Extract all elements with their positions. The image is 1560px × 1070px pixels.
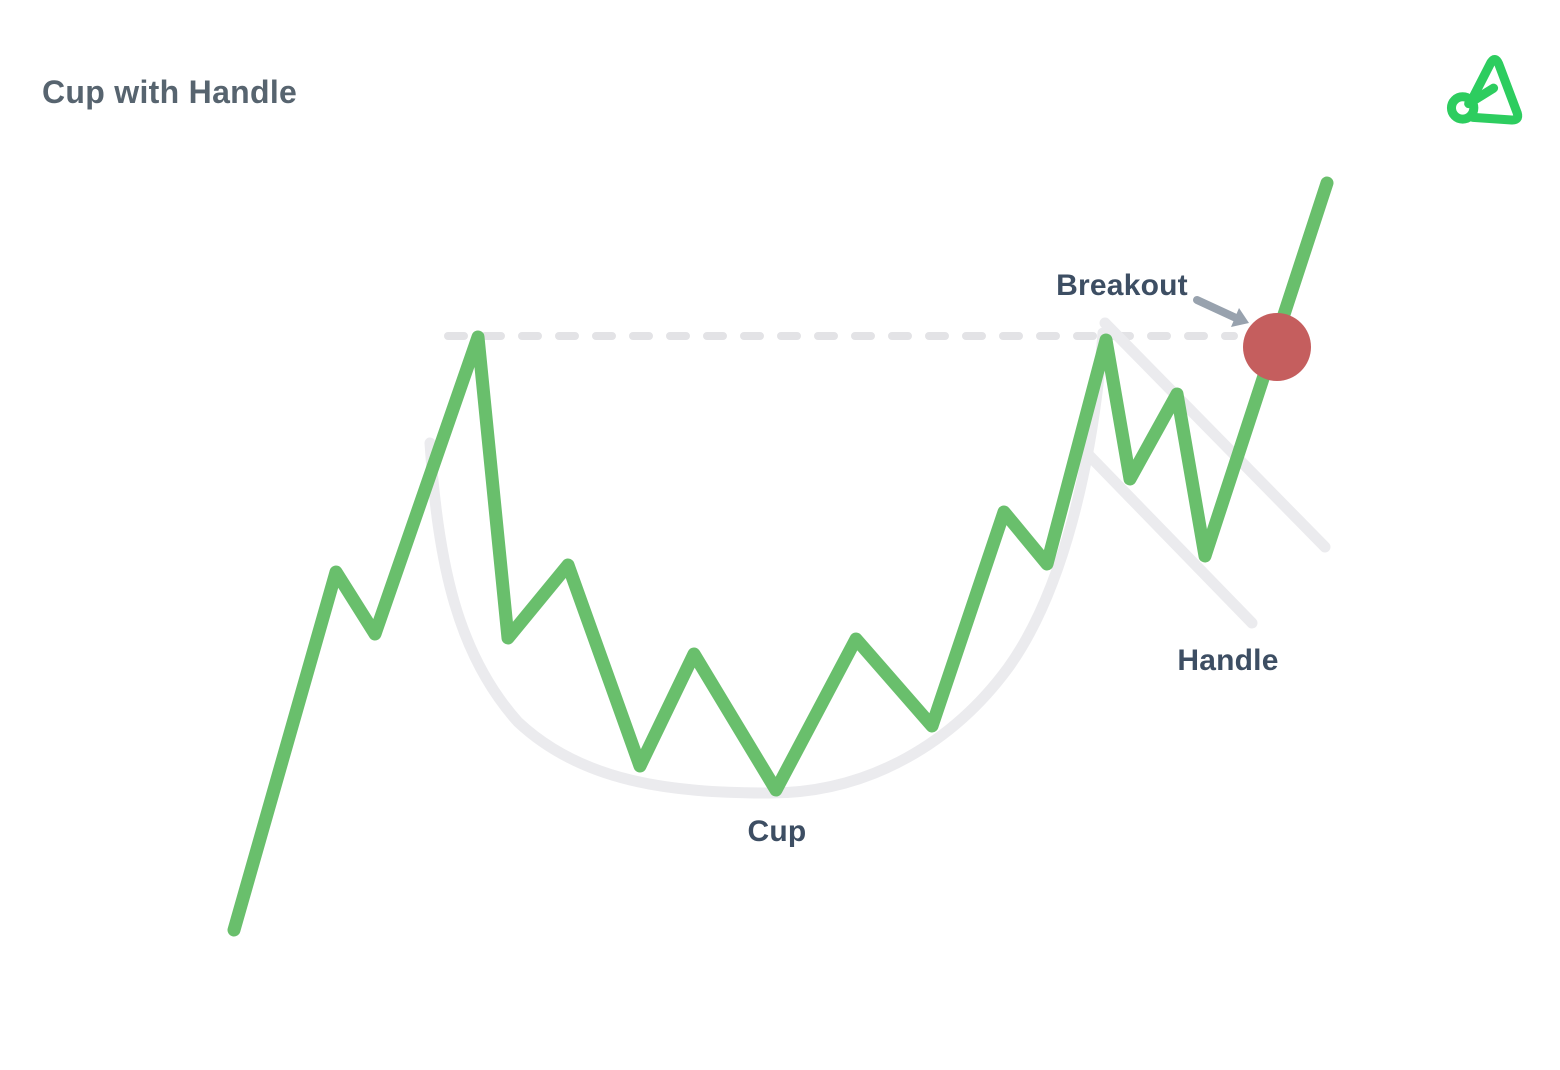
handle-upper-trendline bbox=[1099, 317, 1331, 553]
cup-arc bbox=[424, 327, 1109, 799]
logo-loop bbox=[1446, 92, 1479, 124]
price-line bbox=[227, 176, 1334, 937]
handle-label: Handle bbox=[1177, 644, 1279, 677]
handle-lower-trendline bbox=[1072, 438, 1258, 629]
breakout-arrow-head-icon bbox=[1231, 308, 1249, 327]
page-title: Cup with Handle bbox=[42, 74, 298, 110]
breakout-label: Breakout bbox=[1056, 269, 1188, 302]
breakout-arrow-shaft bbox=[1193, 296, 1240, 322]
cup-label: Cup bbox=[747, 815, 807, 848]
logo-triangle bbox=[1468, 55, 1523, 125]
brand-logo-icon bbox=[1446, 55, 1523, 125]
breakout-marker bbox=[1243, 313, 1311, 381]
